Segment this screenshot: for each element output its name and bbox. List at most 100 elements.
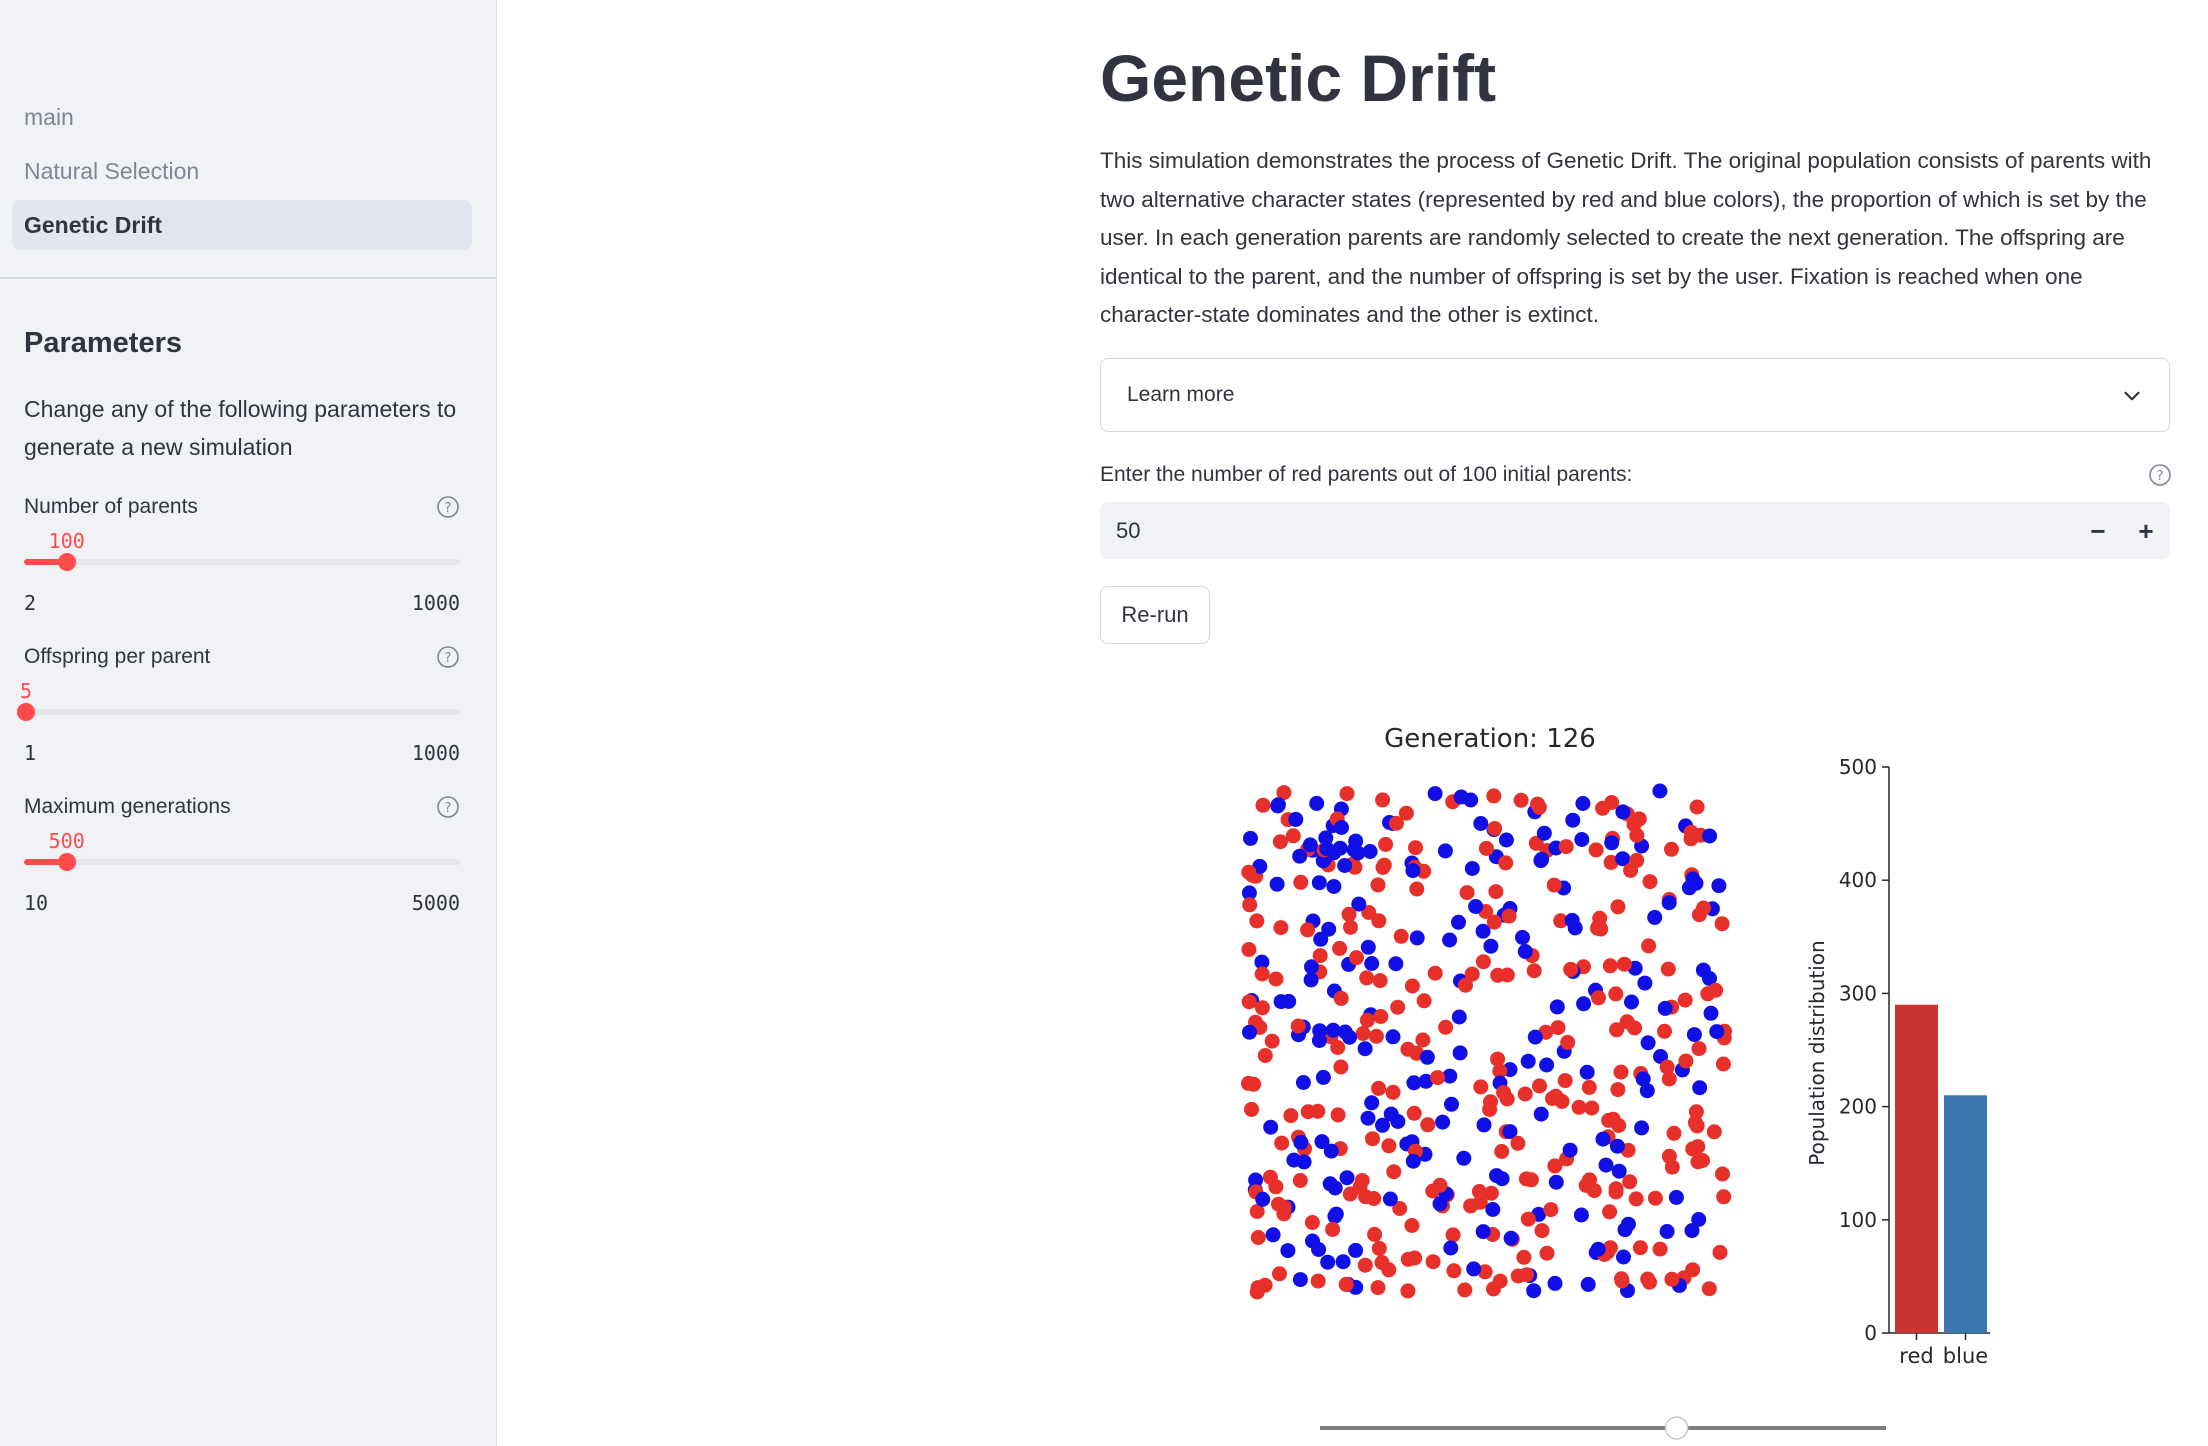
blue-individual-dot: [1309, 795, 1325, 811]
blue-individual-dot: [1288, 811, 1304, 827]
help-icon[interactable]: ?: [436, 495, 460, 519]
slider-thumb[interactable]: [17, 703, 35, 721]
generation-slider-thumb[interactable]: [1664, 1416, 1689, 1440]
slider-thumb[interactable]: [57, 553, 76, 571]
red-individual-dot: [1292, 1173, 1308, 1188]
red-individual-dot: [1494, 1144, 1510, 1159]
slider-track[interactable]: [17, 703, 460, 721]
blue-individual-dot: [1295, 1075, 1311, 1090]
nav-item-natural-selection[interactable]: Natural Selection: [24, 158, 200, 184]
red-individual-dot: [1510, 1135, 1526, 1151]
red-individual-dot: [1241, 864, 1257, 880]
help-icon[interactable]: ?: [436, 645, 460, 669]
red-parents-input[interactable]: 50 − +: [1100, 502, 2170, 559]
red-individual-dot: [1375, 792, 1391, 808]
help-icon[interactable]: ?: [2148, 463, 2172, 487]
sidebar-divider: [0, 277, 497, 279]
red-individual-dot: [1641, 938, 1657, 954]
red-individual-dot: [1610, 1082, 1626, 1098]
red-individual-dot: [1595, 800, 1611, 816]
red-individual-dot: [1560, 1034, 1576, 1050]
red-parents-label: Enter the number of red parents out of 1…: [1100, 463, 1633, 486]
red-individual-dot: [1372, 973, 1388, 989]
red-individual-dot: [1608, 986, 1624, 1002]
nav-item-main[interactable]: main: [24, 104, 74, 130]
red-individual-dot: [1715, 1166, 1730, 1182]
blue-individual-dot: [1634, 1120, 1650, 1136]
red-individual-dot: [1545, 1091, 1560, 1106]
generation-slider[interactable]: [1320, 1416, 1886, 1440]
red-individual-dot: [1603, 854, 1619, 870]
blue-individual-dot: [1382, 1191, 1398, 1207]
learn-more-expander[interactable]: Learn more: [1100, 358, 2170, 432]
red-individual-dot: [1355, 1026, 1371, 1041]
red-individual-dot: [1610, 899, 1626, 915]
blue-individual-dot: [1456, 1150, 1472, 1166]
red-individual-dot: [1376, 857, 1392, 873]
red-individual-dot: [1475, 954, 1491, 970]
slider-min: 10: [24, 891, 49, 915]
slider-thumb[interactable]: [57, 853, 76, 871]
blue-individual-dot: [1473, 816, 1489, 831]
blue-individual-dot: [1432, 1196, 1448, 1212]
blue-individual-dot: [1350, 845, 1366, 861]
blue-individual-dot: [1405, 1153, 1421, 1169]
slider-track[interactable]: [24, 853, 460, 871]
bar-x-tick-label: blue: [1943, 1344, 1988, 1368]
page-nav: main Natural Selection Genetic Drift: [12, 92, 472, 254]
blue-individual-dot: [1314, 1134, 1330, 1150]
increment-button[interactable]: +: [2138, 516, 2154, 546]
decrement-button[interactable]: −: [2090, 516, 2106, 546]
blue-individual-dot: [1435, 1114, 1451, 1130]
blue-individual-dot: [1483, 938, 1499, 954]
blue-individual-dot: [1360, 939, 1376, 955]
red-individual-dot: [1255, 797, 1271, 813]
red-individual-dot: [1381, 1138, 1397, 1154]
nav-item-genetic-drift[interactable]: Genetic Drift: [12, 200, 472, 250]
slider-track[interactable]: [24, 553, 460, 571]
red-individual-dot: [1588, 842, 1604, 858]
red-parents-value[interactable]: 50: [1116, 518, 1141, 543]
blue-individual-dot: [1242, 1024, 1257, 1040]
blue-individual-dot: [1296, 1154, 1312, 1170]
red-individual-dot: [1425, 1254, 1441, 1270]
blue-individual-dot: [1659, 1224, 1675, 1239]
red-individual-dot: [1523, 1172, 1539, 1188]
blue-individual-dot: [1475, 923, 1491, 939]
blue-individual-dot: [1575, 796, 1591, 811]
red-individual-dot: [1571, 1099, 1587, 1115]
help-icon[interactable]: ?: [436, 795, 460, 819]
red-individual-dot: [1605, 1111, 1621, 1127]
red-individual-dot: [1689, 799, 1705, 815]
red-individual-dot: [1343, 919, 1358, 935]
number-of-parents-slider: Number of parents ? 100 2 1000: [24, 495, 460, 635]
red-individual-dot: [1657, 1023, 1672, 1039]
blue-individual-dot: [1254, 954, 1270, 970]
slider-max: 1000: [411, 591, 460, 615]
red-individual-dot: [1715, 1056, 1731, 1072]
slider-min: 2: [24, 591, 37, 615]
red-individual-dot: [1563, 961, 1579, 977]
blue-individual-dot: [1305, 1233, 1320, 1249]
blue-individual-dot: [1685, 871, 1701, 887]
blue-individual-dot: [1337, 1024, 1353, 1040]
red-individual-dot: [1370, 877, 1386, 893]
blue-individual-dot: [1322, 1176, 1338, 1192]
red-individual-dot: [1708, 982, 1724, 998]
bar-axis: 0 100 200 300 400 500 red blue: [1839, 755, 1990, 1368]
red-individual-dot: [1664, 1271, 1680, 1287]
red-individual-dot: [1430, 1070, 1446, 1086]
red-individual-dot: [1242, 897, 1258, 913]
red-individual-dot: [1341, 906, 1357, 922]
rerun-button[interactable]: Re-run: [1100, 586, 1210, 644]
red-individual-dot: [1272, 1266, 1287, 1282]
blue-individual-dot: [1302, 837, 1318, 853]
red-individual-dot: [1578, 1177, 1594, 1193]
blue-individual-dot: [1255, 1191, 1271, 1207]
blue-individual-dot: [1334, 820, 1349, 835]
red-individual-dot: [1602, 1204, 1618, 1220]
blue-individual-dot: [1320, 1254, 1336, 1270]
red-individual-dot: [1392, 1201, 1408, 1216]
blue-individual-dot: [1615, 851, 1631, 867]
blue-individual-dot: [1442, 932, 1458, 948]
